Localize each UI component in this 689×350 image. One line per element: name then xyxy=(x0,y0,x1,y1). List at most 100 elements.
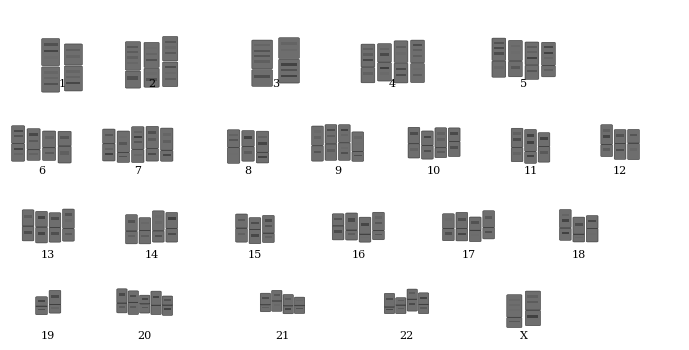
FancyBboxPatch shape xyxy=(49,304,61,313)
FancyBboxPatch shape xyxy=(338,125,350,142)
Bar xyxy=(229,139,238,141)
Bar xyxy=(45,152,54,154)
FancyBboxPatch shape xyxy=(283,306,294,314)
Bar xyxy=(154,234,162,237)
Bar xyxy=(163,140,171,142)
Bar xyxy=(258,136,267,139)
FancyBboxPatch shape xyxy=(166,229,178,242)
Bar xyxy=(513,152,521,155)
FancyBboxPatch shape xyxy=(36,297,48,307)
FancyBboxPatch shape xyxy=(573,217,584,234)
FancyBboxPatch shape xyxy=(456,229,468,241)
Bar xyxy=(413,74,422,76)
Bar xyxy=(527,57,537,59)
Bar xyxy=(562,219,569,222)
Bar xyxy=(119,293,125,296)
FancyBboxPatch shape xyxy=(418,304,429,314)
Bar xyxy=(44,56,57,58)
Bar xyxy=(14,130,23,132)
FancyBboxPatch shape xyxy=(418,293,429,304)
FancyBboxPatch shape xyxy=(125,215,137,231)
FancyBboxPatch shape xyxy=(36,211,48,227)
Bar xyxy=(494,52,504,55)
Bar xyxy=(148,138,156,141)
FancyBboxPatch shape xyxy=(12,144,25,161)
FancyBboxPatch shape xyxy=(27,129,40,150)
FancyBboxPatch shape xyxy=(456,212,468,229)
Text: 2: 2 xyxy=(148,79,155,89)
Bar xyxy=(146,47,157,49)
Text: 22: 22 xyxy=(400,331,413,341)
Bar xyxy=(44,77,57,79)
FancyBboxPatch shape xyxy=(332,214,344,226)
Bar xyxy=(66,76,80,78)
Bar xyxy=(44,71,57,74)
FancyBboxPatch shape xyxy=(352,152,364,161)
Bar xyxy=(526,141,535,144)
Bar xyxy=(340,129,348,131)
Bar xyxy=(127,76,138,79)
Bar xyxy=(630,148,637,152)
Text: 7: 7 xyxy=(134,167,141,176)
Bar xyxy=(127,51,138,53)
FancyBboxPatch shape xyxy=(411,63,424,83)
Bar xyxy=(127,220,135,223)
Bar xyxy=(24,215,32,218)
Bar xyxy=(254,44,270,46)
FancyBboxPatch shape xyxy=(361,68,375,83)
FancyBboxPatch shape xyxy=(139,218,151,231)
Bar xyxy=(375,222,382,224)
FancyBboxPatch shape xyxy=(12,126,25,143)
Bar xyxy=(544,52,553,54)
FancyBboxPatch shape xyxy=(249,218,260,230)
Bar xyxy=(14,148,23,150)
FancyBboxPatch shape xyxy=(373,231,384,240)
FancyBboxPatch shape xyxy=(103,129,115,144)
Bar xyxy=(265,225,272,227)
Bar xyxy=(494,47,504,49)
FancyBboxPatch shape xyxy=(227,130,240,147)
Bar xyxy=(44,43,57,46)
Bar xyxy=(313,150,321,153)
FancyBboxPatch shape xyxy=(407,299,418,311)
FancyBboxPatch shape xyxy=(294,297,305,306)
FancyBboxPatch shape xyxy=(139,295,150,304)
FancyBboxPatch shape xyxy=(483,211,495,228)
Bar xyxy=(375,216,382,219)
Bar xyxy=(511,51,520,54)
Bar xyxy=(285,308,291,310)
FancyBboxPatch shape xyxy=(559,210,571,228)
Bar xyxy=(281,75,298,77)
Bar xyxy=(630,134,637,136)
Text: 11: 11 xyxy=(524,167,537,176)
Bar xyxy=(420,307,426,309)
Bar xyxy=(254,75,270,78)
Bar xyxy=(396,46,406,48)
FancyBboxPatch shape xyxy=(260,293,271,305)
Bar xyxy=(263,307,269,308)
Text: 9: 9 xyxy=(334,167,341,176)
FancyBboxPatch shape xyxy=(359,217,371,234)
Bar xyxy=(263,297,269,299)
Bar xyxy=(451,132,458,135)
Bar xyxy=(528,315,539,318)
FancyBboxPatch shape xyxy=(615,130,626,144)
Bar xyxy=(444,232,452,234)
FancyBboxPatch shape xyxy=(469,217,481,230)
FancyBboxPatch shape xyxy=(492,38,506,61)
Bar xyxy=(165,41,176,43)
Bar xyxy=(281,69,298,71)
FancyBboxPatch shape xyxy=(378,44,391,62)
Bar xyxy=(413,49,422,51)
Bar xyxy=(51,232,59,235)
Bar xyxy=(603,129,610,132)
Bar xyxy=(141,235,149,237)
Bar xyxy=(265,219,272,222)
Bar xyxy=(127,235,135,237)
Bar xyxy=(296,300,302,301)
Bar xyxy=(164,299,170,301)
Text: 1: 1 xyxy=(59,79,65,89)
Bar xyxy=(244,136,252,139)
FancyBboxPatch shape xyxy=(152,231,164,242)
Bar xyxy=(127,62,138,64)
